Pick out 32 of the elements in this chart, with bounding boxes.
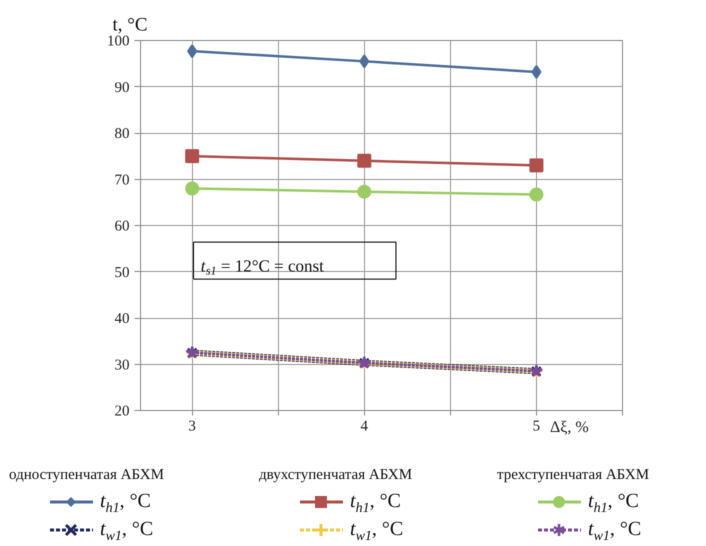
y-tick-label: 30 bbox=[114, 357, 130, 374]
text: трехступенчатая АБХМ bbox=[497, 466, 650, 485]
point bbox=[185, 182, 200, 196]
legend-label: t$_{w1}$, °C bbox=[349, 517, 404, 546]
x-tick-label: 4 bbox=[360, 418, 369, 434]
point bbox=[529, 158, 544, 172]
y-tick-label: 100 bbox=[107, 34, 130, 50]
point bbox=[359, 54, 370, 68]
point bbox=[185, 149, 200, 164]
x-tick-label: 3 bbox=[188, 418, 196, 434]
legend-label: t$_{w1}$, °C bbox=[99, 517, 154, 546]
legend-label: t$_{h1}$, °C bbox=[350, 490, 401, 516]
x-axis-title: Δξ, % bbox=[550, 418, 589, 438]
legend-label: t$_{h1}$, °C bbox=[100, 490, 151, 516]
y-tick-label: 50 bbox=[114, 264, 130, 281]
text: одноступенчатая АБХМ bbox=[9, 466, 164, 485]
y-tick-label: 70 bbox=[114, 172, 130, 188]
point bbox=[357, 184, 372, 199]
y-tick-label: 20 bbox=[114, 404, 130, 420]
y-tick-label: 60 bbox=[114, 218, 130, 234]
x-tick-label: 5 bbox=[532, 418, 540, 434]
y-tick-label: 80 bbox=[114, 126, 130, 142]
point bbox=[187, 44, 198, 58]
point bbox=[529, 188, 544, 202]
legend-label: t$_{h1}$, °C bbox=[588, 490, 639, 516]
y-tick-label: 90 bbox=[114, 80, 130, 96]
y-tick-label: 40 bbox=[114, 311, 130, 327]
point bbox=[357, 154, 372, 168]
legend-label: t$_{w1}$, °C bbox=[587, 517, 642, 546]
point bbox=[531, 64, 542, 79]
text: двухступенчатая АБХМ bbox=[259, 466, 412, 485]
y-axis-title: t, °C bbox=[112, 14, 148, 36]
